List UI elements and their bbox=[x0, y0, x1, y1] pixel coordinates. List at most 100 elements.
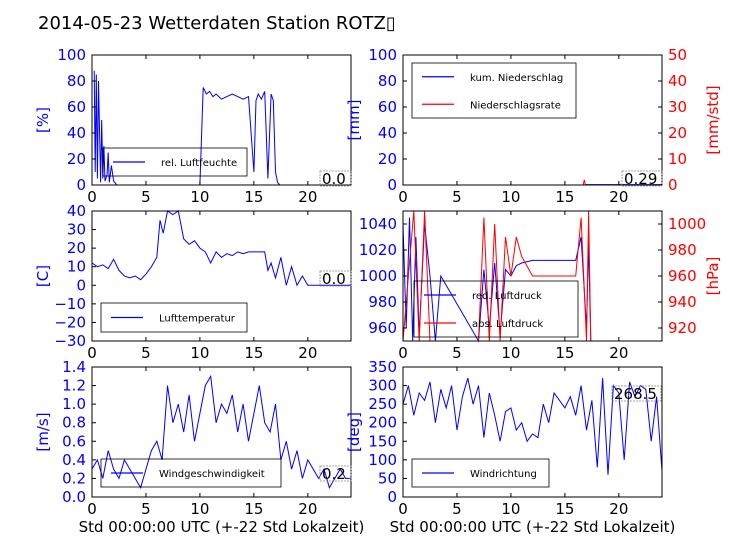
y-tick-label: 350 bbox=[368, 358, 397, 376]
x-tick-label: 20 bbox=[298, 344, 317, 362]
x-axis-label: Std 00:00:00 UTC (+-22 Std Lokalzeit) bbox=[390, 518, 676, 536]
legend-label: rel. Luftfeuchte bbox=[161, 158, 237, 169]
y-axis-label: [%] bbox=[34, 107, 52, 133]
legend-box bbox=[413, 280, 579, 338]
x-tick-label: 10 bbox=[501, 344, 520, 362]
value-readout: 0.0 bbox=[322, 170, 346, 188]
legend-box bbox=[411, 458, 550, 488]
y-tick-label: 100 bbox=[57, 46, 86, 64]
y-tick-label: 20 bbox=[67, 150, 86, 168]
plot-frame bbox=[91, 54, 352, 186]
x-tick-label: 15 bbox=[244, 500, 263, 518]
plot-frame bbox=[402, 54, 663, 186]
figure-title: 2014-05-23 Wetterdaten Station ROTZ▯ bbox=[38, 13, 396, 34]
x-tick-label: 15 bbox=[555, 500, 574, 518]
y-tick-label: 300 bbox=[368, 377, 397, 395]
y-tick-label: 60 bbox=[378, 98, 397, 116]
panel-5: 0 5 10 15 200.00.20.40.60.81.01.21.4[m/s]Std… bbox=[34, 358, 364, 536]
y-tick-label: 20 bbox=[67, 239, 86, 257]
y-right-tick-label: 960 bbox=[668, 267, 697, 285]
y-tick-label: 150 bbox=[368, 432, 397, 450]
x-tick-label: 10 bbox=[190, 500, 209, 518]
y-right-tick-label: 980 bbox=[668, 241, 697, 259]
y-tick-label: 20 bbox=[378, 150, 397, 168]
value-readout-box bbox=[621, 170, 663, 187]
panel-1: 0 5 10 15 20 0 20 40 60 80 100 [%] rel. Luftfeuchte 0… bbox=[34, 46, 352, 206]
y-tick-label: 40 bbox=[67, 202, 86, 220]
y-tick-label: 980 bbox=[368, 293, 397, 311]
x-tick-label: 5 bbox=[141, 344, 151, 362]
y-right-axis-label: [mm/std] bbox=[704, 85, 722, 154]
x-tick-label: 15 bbox=[244, 188, 263, 206]
y-tick-label: 0.2 bbox=[62, 469, 86, 487]
value-readout-box bbox=[611, 385, 662, 402]
y-tick-label: 40 bbox=[378, 124, 397, 142]
x-tick-label: 0 bbox=[87, 344, 97, 362]
x-tick-label: 0 bbox=[87, 188, 97, 206]
y-tick-label: 30 bbox=[67, 221, 86, 239]
y-axis-label: [mm] bbox=[345, 100, 363, 141]
y-tick-label: 1040 bbox=[359, 215, 397, 233]
x-tick-label: 5 bbox=[141, 188, 151, 206]
x-axis-label: Std 00:00:00 UTC (+-22 Std Lokalzeit) bbox=[79, 518, 365, 536]
panel-4: 0 5 10 15 20 960 980 1000 1020 1040 920 940 960 980 10… bbox=[359, 210, 722, 362]
value-readout-box bbox=[319, 270, 352, 287]
plot-frame bbox=[402, 366, 663, 498]
series-line-1 bbox=[91, 374, 351, 489]
y-tick-label: 1020 bbox=[359, 241, 397, 259]
y-tick-label: 50 bbox=[378, 469, 397, 487]
y-right-tick-label: 940 bbox=[668, 293, 697, 311]
value-readout-box bbox=[319, 170, 352, 187]
y-axis-label: [m/s] bbox=[34, 412, 52, 451]
y-tick-label: 10 bbox=[67, 258, 86, 276]
y-tick-label: 0.8 bbox=[62, 414, 86, 432]
x-tick-label: 15 bbox=[244, 344, 263, 362]
x-tick-label: 20 bbox=[609, 344, 628, 362]
x-tick-label: 20 bbox=[298, 500, 317, 518]
y-tick-label: 80 bbox=[378, 72, 397, 90]
x-tick-label: 0 bbox=[87, 500, 97, 518]
legend-box bbox=[411, 62, 577, 119]
panel-3: 0 5 10 15 20−30−20−10010203040[C]Lufttempera… bbox=[34, 202, 352, 362]
value-readout: 0.2 bbox=[322, 465, 346, 483]
y-tick-label: 60 bbox=[67, 98, 86, 116]
y-tick-label: 100 bbox=[368, 451, 397, 469]
value-readout: 0.0 bbox=[322, 270, 346, 288]
legend-label: red. Luftdruck bbox=[472, 291, 542, 302]
x-tick-label: 5 bbox=[452, 500, 462, 518]
x-tick-label: 0 bbox=[398, 500, 408, 518]
x-tick-label: 0 bbox=[398, 344, 408, 362]
y-tick-label: 0 bbox=[76, 176, 86, 194]
plot-frame bbox=[91, 366, 352, 498]
y-tick-label: 0 bbox=[387, 488, 397, 506]
y-tick-label: 1.2 bbox=[62, 377, 86, 395]
y-tick-label: 1.0 bbox=[62, 395, 86, 413]
legend-box bbox=[102, 147, 248, 177]
y-tick-label: −10 bbox=[54, 295, 86, 313]
y-right-tick-label: 50 bbox=[668, 46, 687, 64]
legend-label: Windrichtung bbox=[470, 469, 537, 480]
x-tick-label: 20 bbox=[609, 188, 628, 206]
y-tick-label: 1.4 bbox=[62, 358, 86, 376]
x-tick-label: 0 bbox=[398, 188, 408, 206]
y-right-tick-label: 0 bbox=[668, 176, 678, 194]
y-tick-label: 80 bbox=[67, 72, 86, 90]
y-right-tick-label: 20 bbox=[668, 124, 687, 142]
legend-box bbox=[100, 302, 248, 333]
y-right-axis-label: [hPa] bbox=[704, 257, 722, 296]
panel-2: 0 5 10 15 20 0 20 40 60 80 100 0 10 20 30 40 50 [mm] [mm/s… bbox=[345, 46, 722, 206]
legend-label: Niederschlagsrate bbox=[470, 100, 561, 111]
y-tick-label: 0.4 bbox=[62, 451, 86, 469]
series-line-1 bbox=[402, 377, 663, 475]
y-right-tick-label: 1000 bbox=[668, 215, 706, 233]
value-readout: 268.5 bbox=[614, 385, 657, 403]
y-tick-label: −20 bbox=[54, 313, 86, 331]
x-tick-label: 10 bbox=[501, 500, 520, 518]
y-axis-label: [C] bbox=[34, 265, 52, 287]
y-tick-label: 40 bbox=[67, 124, 86, 142]
y-tick-label: −30 bbox=[54, 332, 86, 350]
y-right-tick-label: 40 bbox=[668, 72, 687, 90]
y-right-tick-label: 30 bbox=[668, 98, 687, 116]
